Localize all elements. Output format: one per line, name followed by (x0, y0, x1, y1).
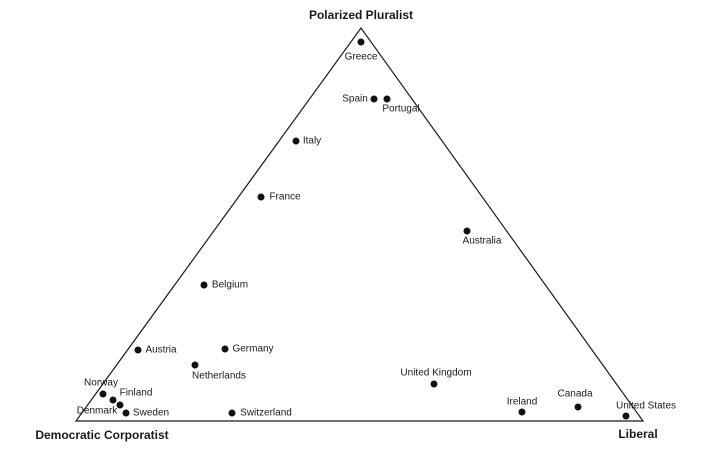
pole-label-democratic-corporatist: Democratic Corporatist (35, 428, 169, 442)
data-point-label: Germany (232, 343, 274, 355)
data-point-dot (370, 95, 378, 103)
data-point-label: United Kingdom (400, 367, 472, 379)
data-point-label: Spain (342, 93, 368, 105)
data-point-label: Ireland (506, 396, 538, 408)
data-point-dot (109, 396, 117, 404)
data-point-dot (383, 95, 391, 103)
data-point-label: Italy (302, 135, 322, 147)
data-point-dot (228, 409, 236, 417)
data-point-dot (134, 346, 142, 354)
data-point-dot (257, 193, 265, 201)
data-point-label: Norway (84, 377, 118, 389)
data-point-label: Finland (119, 387, 153, 399)
data-point-dot (463, 227, 471, 235)
data-point-label: Greece (344, 51, 378, 63)
data-point-label: Austria (145, 344, 177, 356)
data-point-label: Switzerland (240, 407, 292, 419)
data-point-label: Australia (462, 235, 502, 247)
data-point-label: Netherlands (192, 370, 246, 382)
data-point-label: Sweden (132, 407, 170, 419)
data-point-label: France (269, 191, 301, 203)
data-point-dot (357, 38, 365, 46)
data-point-dot (200, 281, 208, 289)
data-point-dot (574, 403, 582, 411)
data-point-label: Belgium (211, 279, 249, 291)
data-point-dot (221, 345, 229, 353)
data-point-label: United States (615, 400, 677, 412)
data-point-dot (430, 380, 438, 388)
data-point-dot (622, 412, 630, 420)
triangle-outline-shape (74, 26, 645, 422)
data-point-dot (191, 361, 199, 369)
data-point-label: Canada (557, 388, 593, 400)
data-point-label: Portugal (382, 103, 420, 115)
data-point-dot (518, 408, 526, 416)
data-point-dot (99, 390, 107, 398)
data-point-dot (122, 409, 130, 417)
pole-label-liberal: Liberal (618, 427, 658, 441)
data-point-dot (116, 401, 124, 409)
data-point-dot (292, 137, 300, 145)
data-point-label: Denmark (76, 405, 118, 417)
pole-label-polarized-pluralist: Polarized Pluralist (308, 8, 414, 22)
